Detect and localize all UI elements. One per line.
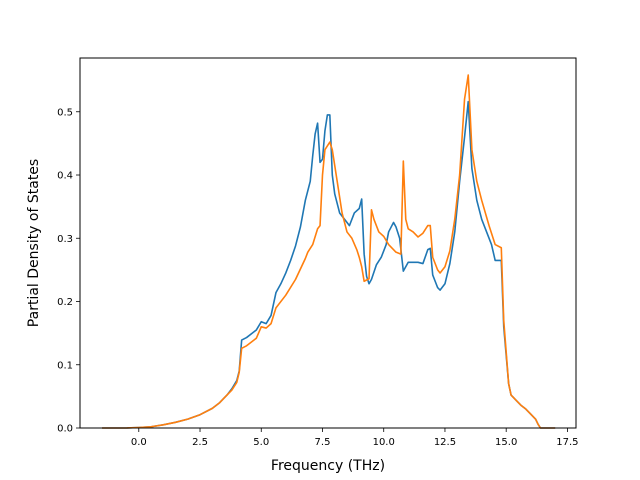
x-tick-label: 17.5 (556, 437, 578, 448)
x-tick-label: 10.0 (373, 437, 395, 448)
y-tick-label: 0.4 (57, 171, 73, 182)
y-tick-label: 0.1 (57, 360, 73, 371)
x-axis-ticks: 0.0 2.5 5.0 7.5 10.0 12.5 15.0 17.5 (131, 428, 579, 448)
x-tick-label: 2.5 (192, 437, 208, 448)
y-tick-label: 0.2 (57, 297, 73, 308)
y-axis-ticks: 0.0 0.1 0.2 0.3 0.4 0.5 (57, 107, 80, 435)
x-tick-label: 12.5 (434, 437, 456, 448)
x-tick-label: 5.0 (253, 437, 269, 448)
x-axis-label: Frequency (THz) (271, 458, 385, 474)
x-tick-label: 7.5 (315, 437, 331, 448)
x-tick-label: 15.0 (495, 437, 517, 448)
plot-area (79, 57, 577, 429)
series-line-2 (102, 74, 556, 429)
y-tick-label: 0.3 (57, 234, 73, 245)
series-layer (102, 74, 556, 429)
series-line-1 (102, 100, 556, 429)
x-tick-label: 0.0 (131, 437, 147, 448)
y-tick-label: 0.0 (57, 424, 73, 435)
y-axis-label: Partial Density of States (26, 159, 42, 327)
y-tick-label: 0.5 (57, 107, 73, 118)
axes-frame (79, 57, 577, 429)
